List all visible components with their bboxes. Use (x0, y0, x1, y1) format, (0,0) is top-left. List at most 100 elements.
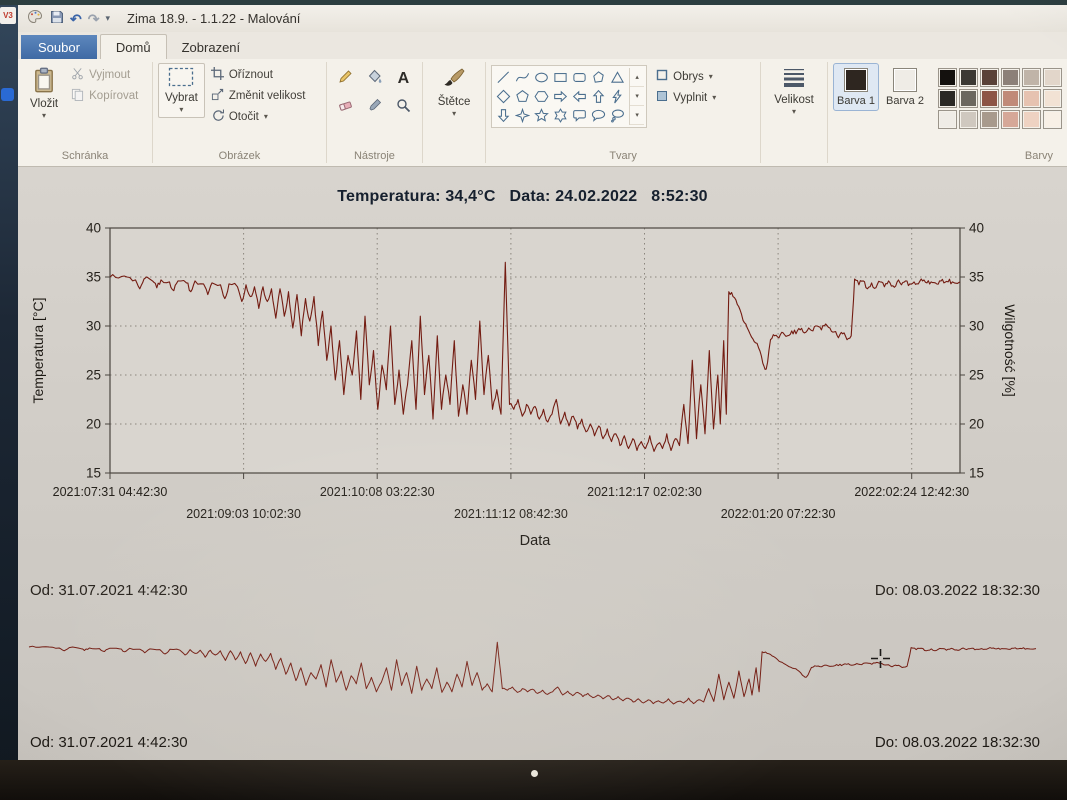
fill-button[interactable]: Vyplnit ▾ (656, 90, 716, 105)
pencil-icon (338, 69, 353, 89)
shapes-more-icon[interactable]: ▾ (630, 106, 645, 125)
cut-button[interactable]: Vyjmout (68, 66, 141, 84)
palette-color-9[interactable] (1001, 89, 1020, 108)
palette-color-16[interactable] (1022, 110, 1041, 129)
palette-color-5[interactable] (1043, 68, 1062, 87)
qat-dropdown-icon[interactable]: ▾ (105, 13, 110, 23)
shape-icon-arrow-left[interactable] (570, 87, 589, 106)
chart-title: Temperatura: 34,4°C Data: 24.02.2022 8:5… (337, 188, 708, 205)
tab-file[interactable]: Soubor (21, 35, 97, 59)
group-image: Vybrat ▾ Oříznout (153, 59, 326, 166)
color1-button[interactable]: Barva 1 (833, 63, 879, 111)
paint-app-icon (27, 9, 43, 28)
palette-color-17[interactable] (1043, 110, 1062, 129)
paint-window: ↶ ↷ ▾ Zima 18.9. - 1.1.22 - Malování Sou… (18, 5, 1067, 760)
shape-icon-star-4[interactable] (513, 106, 532, 125)
shape-icon-lightning[interactable] (608, 87, 627, 106)
palette-color-14[interactable] (980, 110, 999, 129)
shape-icon-speech-bubble-oval[interactable] (589, 106, 608, 125)
fill-tool-button[interactable] (361, 65, 388, 92)
text-tool-icon: A (397, 69, 410, 87)
scroll-up-icon[interactable]: ▴ (630, 68, 645, 87)
chevron-down-icon: ▾ (42, 111, 47, 120)
paste-button[interactable]: Vložit ▾ (23, 63, 65, 124)
color2-button[interactable]: Barva 2 (882, 63, 928, 111)
svg-text:2021:10:08 03:22:30: 2021:10:08 03:22:30 (320, 485, 435, 499)
monitor-bezel-top (0, 0, 1067, 5)
paint-bucket-icon (367, 69, 382, 89)
svg-text:25: 25 (86, 368, 101, 383)
brushes-button[interactable]: Štětce ▾ (431, 63, 478, 122)
size-group-label (761, 149, 827, 166)
rotate-button[interactable]: Otočit ▾ (208, 108, 309, 126)
palette-color-12[interactable] (938, 110, 957, 129)
palette-color-4[interactable] (1022, 68, 1041, 87)
svg-text:35: 35 (969, 270, 984, 285)
temperature-chart: 40 40 35 35 30 30 25 25 20 20 15 15 2021:07:31 04:42… (25, 215, 1018, 553)
desktop-icon-blue[interactable] (1, 88, 14, 101)
crop-icon (210, 67, 224, 83)
svg-text:30: 30 (86, 319, 101, 334)
group-divider (485, 62, 487, 163)
palette-color-11[interactable] (1043, 89, 1062, 108)
paint-canvas[interactable]: Temperatura: 34,4°C Data: 24.02.2022 8:5… (18, 167, 1067, 760)
size-button[interactable]: Velikost ▾ (767, 63, 821, 120)
select-button[interactable]: Vybrat ▾ (158, 63, 205, 118)
shape-icon-speech-bubble-rounded[interactable] (570, 106, 589, 125)
shape-icon-curve[interactable] (513, 68, 532, 87)
scroll-down-icon[interactable]: ▾ (630, 87, 645, 106)
shape-icon-thought-cloud[interactable] (608, 106, 627, 125)
group-shapes: ▴ ▾ ▾ Obrys ▾ Vyplnit (486, 59, 760, 166)
color2-label: Barva 2 (886, 95, 924, 107)
shape-icon-arrow-down[interactable] (494, 106, 513, 125)
outline-button[interactable]: Obrys ▾ (656, 69, 716, 84)
palette-color-2[interactable] (980, 68, 999, 87)
copy-label: Kopírovat (89, 90, 139, 102)
redo-button[interactable]: ↷ (87, 10, 100, 27)
svg-text:2021:12:17 02:02:30: 2021:12:17 02:02:30 (587, 485, 702, 499)
pencil-tool-button[interactable] (332, 65, 359, 92)
desktop-icon-v3[interactable]: V3 (0, 7, 16, 24)
copy-button[interactable]: Kopírovat (68, 87, 141, 105)
resize-button[interactable]: Změnit velikost (208, 87, 309, 105)
shape-icon-hexagon[interactable] (532, 87, 551, 106)
resize-label: Změnit velikost (228, 90, 306, 102)
palette-color-15[interactable] (1001, 110, 1020, 129)
palette-color-13[interactable] (959, 110, 978, 129)
svg-text:Temperatura [°C]: Temperatura [°C] (30, 298, 46, 404)
chevron-down-icon: ▾ (179, 105, 184, 114)
shape-icon-ellipse[interactable] (532, 68, 551, 87)
clipboard-group-label: Schránka (61, 150, 109, 162)
text-tool-button[interactable]: A (390, 65, 417, 92)
svg-text:20: 20 (86, 417, 101, 432)
shape-icon-polygon[interactable] (589, 68, 608, 87)
shape-icon-star-5[interactable] (532, 106, 551, 125)
crop-button[interactable]: Oříznout (208, 66, 309, 84)
svg-text:40: 40 (969, 221, 984, 236)
shape-icon-diamond[interactable] (494, 87, 513, 106)
shape-icon-triangle[interactable] (608, 68, 627, 87)
save-button[interactable] (50, 10, 64, 27)
palette-color-8[interactable] (980, 89, 999, 108)
shape-icon-pentagon[interactable] (513, 87, 532, 106)
tab-view[interactable]: Zobrazení (181, 40, 241, 55)
eraser-tool-button[interactable] (332, 94, 359, 121)
palette-color-7[interactable] (959, 89, 978, 108)
shapes-group-label: Tvary (609, 150, 637, 162)
palette-color-1[interactable] (959, 68, 978, 87)
shape-icon-arrow-up[interactable] (589, 87, 608, 106)
shape-icon-arrow-right[interactable] (551, 87, 570, 106)
svg-text:2021:07:31 04:42:30: 2021:07:31 04:42:30 (53, 485, 168, 499)
shape-icon-star-6[interactable] (551, 106, 570, 125)
palette-color-10[interactable] (1022, 89, 1041, 108)
palette-color-3[interactable] (1001, 68, 1020, 87)
palette-color-0[interactable] (938, 68, 957, 87)
shape-icon-rectangle[interactable] (551, 68, 570, 87)
palette-color-6[interactable] (938, 89, 957, 108)
tab-home[interactable]: Domů (99, 34, 167, 59)
undo-button[interactable]: ↶ (70, 10, 82, 27)
magnifier-tool-button[interactable] (390, 94, 417, 121)
color-picker-tool-button[interactable] (361, 94, 388, 121)
shape-icon-line[interactable] (494, 68, 513, 87)
shape-icon-rounded-rectangle[interactable] (570, 68, 589, 87)
